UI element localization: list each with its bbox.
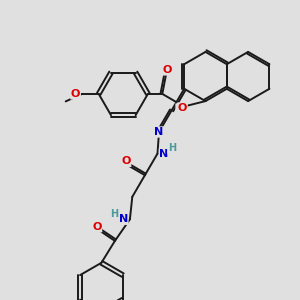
Text: H: H: [110, 209, 118, 219]
Text: O: O: [121, 156, 131, 167]
Text: H: H: [168, 143, 176, 153]
Text: N: N: [160, 148, 169, 159]
Text: O: O: [71, 89, 80, 99]
Text: N: N: [119, 214, 128, 224]
Text: O: O: [92, 222, 102, 232]
Text: O: O: [163, 65, 172, 75]
Text: O: O: [178, 103, 187, 113]
Text: N: N: [154, 127, 164, 137]
Text: H: H: [176, 104, 184, 114]
